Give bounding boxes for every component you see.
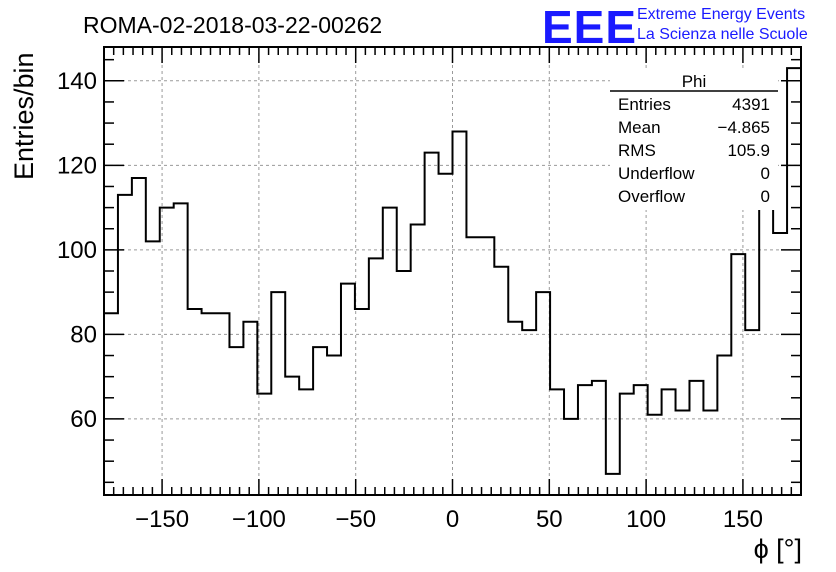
- x-tick-label: −150: [135, 506, 189, 533]
- x-axis-label: ϕ [°]: [754, 534, 802, 564]
- histogram-line: [104, 67, 801, 475]
- y-tick-label: 120: [57, 152, 97, 179]
- eee-logo: EEE Extreme Energy Events La Scienza nel…: [542, 1, 808, 53]
- logo-line-1: Extreme Energy Events: [637, 6, 805, 23]
- eee-logo-mark: EEE: [542, 1, 637, 53]
- stats-label: RMS: [618, 141, 656, 160]
- stats-label: Underflow: [618, 164, 695, 183]
- stats-label: Mean: [618, 118, 661, 137]
- x-tick-label: −50: [335, 506, 376, 533]
- stats-value: 0: [761, 164, 770, 183]
- x-tick-label: 150: [723, 506, 763, 533]
- stats-title: Phi: [682, 72, 707, 91]
- y-tick-label: 60: [70, 406, 97, 433]
- x-tick-label: 0: [446, 506, 459, 533]
- y-tick-label: 100: [57, 237, 97, 264]
- x-tick-label: 100: [626, 506, 666, 533]
- chart-title: ROMA-02-2018-03-22-00262: [83, 12, 382, 38]
- stats-value: 105.9: [727, 141, 770, 160]
- y-tick-label: 140: [57, 68, 97, 95]
- y-axis-label: Entries/bin: [9, 52, 39, 180]
- logo-line-2: La Scienza nelle Scuole: [637, 26, 808, 43]
- x-tick-label: −100: [232, 506, 286, 533]
- stats-label: Overflow: [618, 187, 686, 206]
- stats-label: Entries: [618, 95, 671, 114]
- tick-labels: −150 −100 −50 0 50 100 150 60 80 100 120 140: [57, 68, 763, 533]
- y-tick-label: 80: [70, 321, 97, 348]
- axis-ticks: [104, 47, 801, 495]
- stats-value: −4.865: [718, 118, 770, 137]
- stats-value: 0: [761, 187, 770, 206]
- stats-value: 4391: [732, 95, 770, 114]
- stats-box: Phi Entries 4391 Mean −4.865 RMS 105.9 Underfl…: [610, 70, 778, 210]
- x-tick-label: 50: [536, 506, 563, 533]
- stats-box-background: [610, 70, 778, 210]
